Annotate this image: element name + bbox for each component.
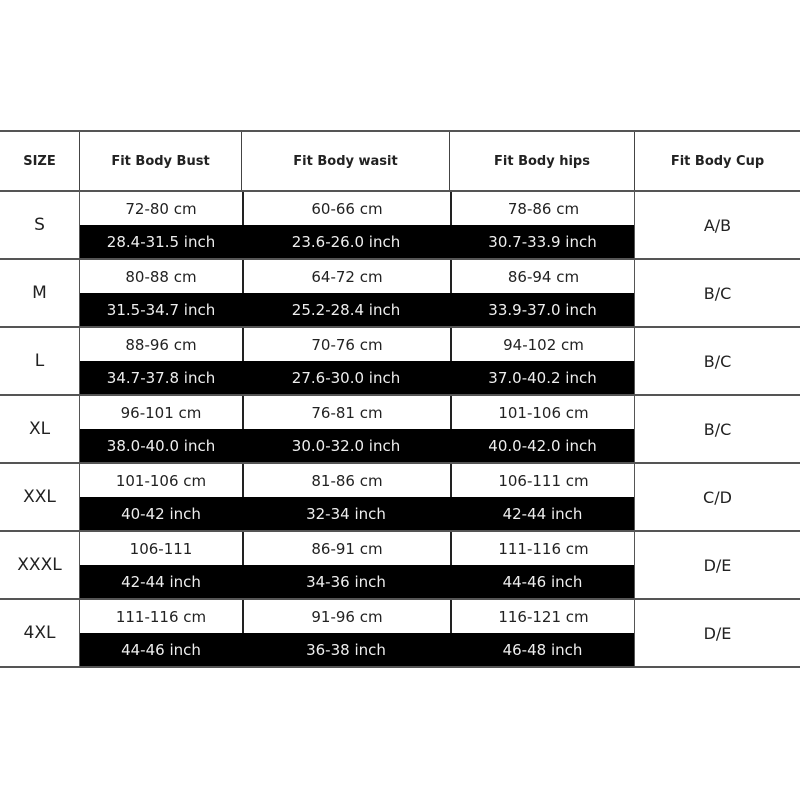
waist-cm-cell: 76-81 cm bbox=[242, 396, 450, 429]
waist-inch-cell: 25.2-28.4 inch bbox=[242, 293, 450, 326]
waist-cm-cell: 64-72 cm bbox=[242, 260, 450, 293]
hips-inch-cell: 44-46 inch bbox=[450, 565, 635, 598]
hips-inch-cell: 33.9-37.0 inch bbox=[450, 293, 635, 326]
measurements: 111-116 cm 91-96 cm 116-121 cm 44-46 inch 36… bbox=[79, 600, 635, 666]
hips-cm-cell: 106-111 cm bbox=[450, 464, 635, 497]
hips-inch-cell: 30.7-33.9 inch bbox=[450, 225, 635, 258]
cup-cell: D/E bbox=[634, 532, 800, 598]
cup-cell: D/E bbox=[634, 600, 800, 666]
measurements: 80-88 cm 64-72 cm 86-94 cm 31.5-34.7 inch 25… bbox=[79, 260, 635, 326]
bust-inch-cell: 40-42 inch bbox=[80, 497, 242, 530]
measurements: 106-111 86-91 cm 111-116 cm 42-44 inch 34-36… bbox=[79, 532, 635, 598]
bust-inch-cell: 44-46 inch bbox=[80, 633, 242, 666]
header-bust: Fit Body Bust bbox=[79, 132, 241, 190]
bust-cm-cell: 96-101 cm bbox=[120, 403, 202, 422]
waist-inch-cell: 32-34 inch bbox=[242, 497, 450, 530]
measurements: 96-101 cm 76-81 cm 101-106 cm 38.0-40.0 inc… bbox=[79, 396, 635, 462]
size-cell: XXL bbox=[23, 487, 56, 507]
waist-cm-cell: 70-76 cm bbox=[242, 328, 450, 361]
bust-cm-cell: 72-80 cm bbox=[125, 199, 197, 218]
waist-inch-cell: 34-36 inch bbox=[242, 565, 450, 598]
hips-cm-cell: 94-102 cm bbox=[450, 328, 635, 361]
bust-inch-cell: 28.4-31.5 inch bbox=[80, 225, 242, 258]
bust-inch-cell: 31.5-34.7 inch bbox=[80, 293, 242, 326]
size-cell: XL bbox=[28, 419, 51, 439]
bust-cm-cell: 88-96 cm bbox=[125, 335, 197, 354]
cup-cell: C/D bbox=[634, 464, 800, 530]
waist-cm-cell: 60-66 cm bbox=[242, 192, 450, 225]
waist-cm-cell: 91-96 cm bbox=[242, 600, 450, 633]
cup-cell: B/C bbox=[634, 396, 800, 462]
header-hips: Fit Body hips bbox=[449, 132, 634, 190]
bust-cm-cell: 111-116 cm bbox=[115, 607, 207, 626]
waist-inch-cell: 23.6-26.0 inch bbox=[242, 225, 450, 258]
header-row: SIZE Fit Body Bust Fit Body wasit Fit Bo… bbox=[0, 132, 800, 192]
hips-inch-cell: 40.0-42.0 inch bbox=[450, 429, 635, 462]
table-row: L 88-96 cm 70-76 cm 94-102 cm 34.7-37.8 inch… bbox=[0, 328, 800, 396]
table-row: XXL 101-106 cm 81-86 cm 106-111 cm 40-42 inc… bbox=[0, 464, 800, 532]
bust-cm-cell: 106-111 bbox=[129, 539, 193, 558]
waist-inch-cell: 27.6-30.0 inch bbox=[242, 361, 450, 394]
header-cup: Fit Body Cup bbox=[634, 132, 800, 190]
bust-inch-cell: 42-44 inch bbox=[80, 565, 242, 598]
hips-inch-cell: 37.0-40.2 inch bbox=[450, 361, 635, 394]
bust-inch-cell: 34.7-37.8 inch bbox=[80, 361, 242, 394]
hips-cm-cell: 101-106 cm bbox=[450, 396, 635, 429]
table-row: XXXL 106-111 86-91 cm 111-116 cm 42-44 inch 3… bbox=[0, 532, 800, 600]
bust-inch-cell: 38.0-40.0 inch bbox=[80, 429, 242, 462]
cup-cell: B/C bbox=[634, 328, 800, 394]
measurements: 101-106 cm 81-86 cm 106-111 cm 40-42 inch 32… bbox=[79, 464, 635, 530]
hips-inch-cell: 46-48 inch bbox=[450, 633, 635, 666]
cup-cell: B/C bbox=[634, 260, 800, 326]
bust-cm-cell: 101-106 cm bbox=[115, 471, 207, 490]
waist-cm-cell: 86-91 cm bbox=[242, 532, 450, 565]
hips-cm-cell: 86-94 cm bbox=[450, 260, 635, 293]
measurements: 72-80 cm 60-66 cm 78-86 cm 28.4-31.5 inch 23… bbox=[79, 192, 635, 258]
waist-inch-cell: 30.0-32.0 inch bbox=[242, 429, 450, 462]
size-chart-table: SIZE Fit Body Bust Fit Body wasit Fit Bo… bbox=[0, 130, 800, 668]
waist-cm-cell: 81-86 cm bbox=[242, 464, 450, 497]
hips-cm-cell: 111-116 cm bbox=[450, 532, 635, 565]
waist-inch-cell: 36-38 inch bbox=[242, 633, 450, 666]
hips-inch-cell: 42-44 inch bbox=[450, 497, 635, 530]
table-row: 4XL 111-116 cm 91-96 cm 116-121 cm 44-46 inc… bbox=[0, 600, 800, 666]
header-size: SIZE bbox=[23, 153, 56, 169]
header-waist: Fit Body wasit bbox=[241, 132, 449, 190]
size-cell: 4XL bbox=[23, 623, 56, 643]
table-row: S 72-80 cm 60-66 cm 78-86 cm 28.4-31.5 inch 2… bbox=[0, 192, 800, 260]
size-cell: L bbox=[34, 351, 45, 371]
bust-cm-cell: 80-88 cm bbox=[125, 267, 197, 286]
size-cell: XXXL bbox=[17, 555, 62, 575]
size-cell: S bbox=[34, 215, 45, 235]
table-row: M 80-88 cm 64-72 cm 86-94 cm 31.5-34.7 inch 2… bbox=[0, 260, 800, 328]
hips-cm-cell: 78-86 cm bbox=[450, 192, 635, 225]
measurements: 88-96 cm 70-76 cm 94-102 cm 34.7-37.8 inch 2… bbox=[79, 328, 635, 394]
table-row: XL 96-101 cm 76-81 cm 101-106 cm 38.0-40.0 i… bbox=[0, 396, 800, 464]
size-cell: M bbox=[32, 283, 47, 303]
cup-cell: A/B bbox=[634, 192, 800, 258]
hips-cm-cell: 116-121 cm bbox=[450, 600, 635, 633]
